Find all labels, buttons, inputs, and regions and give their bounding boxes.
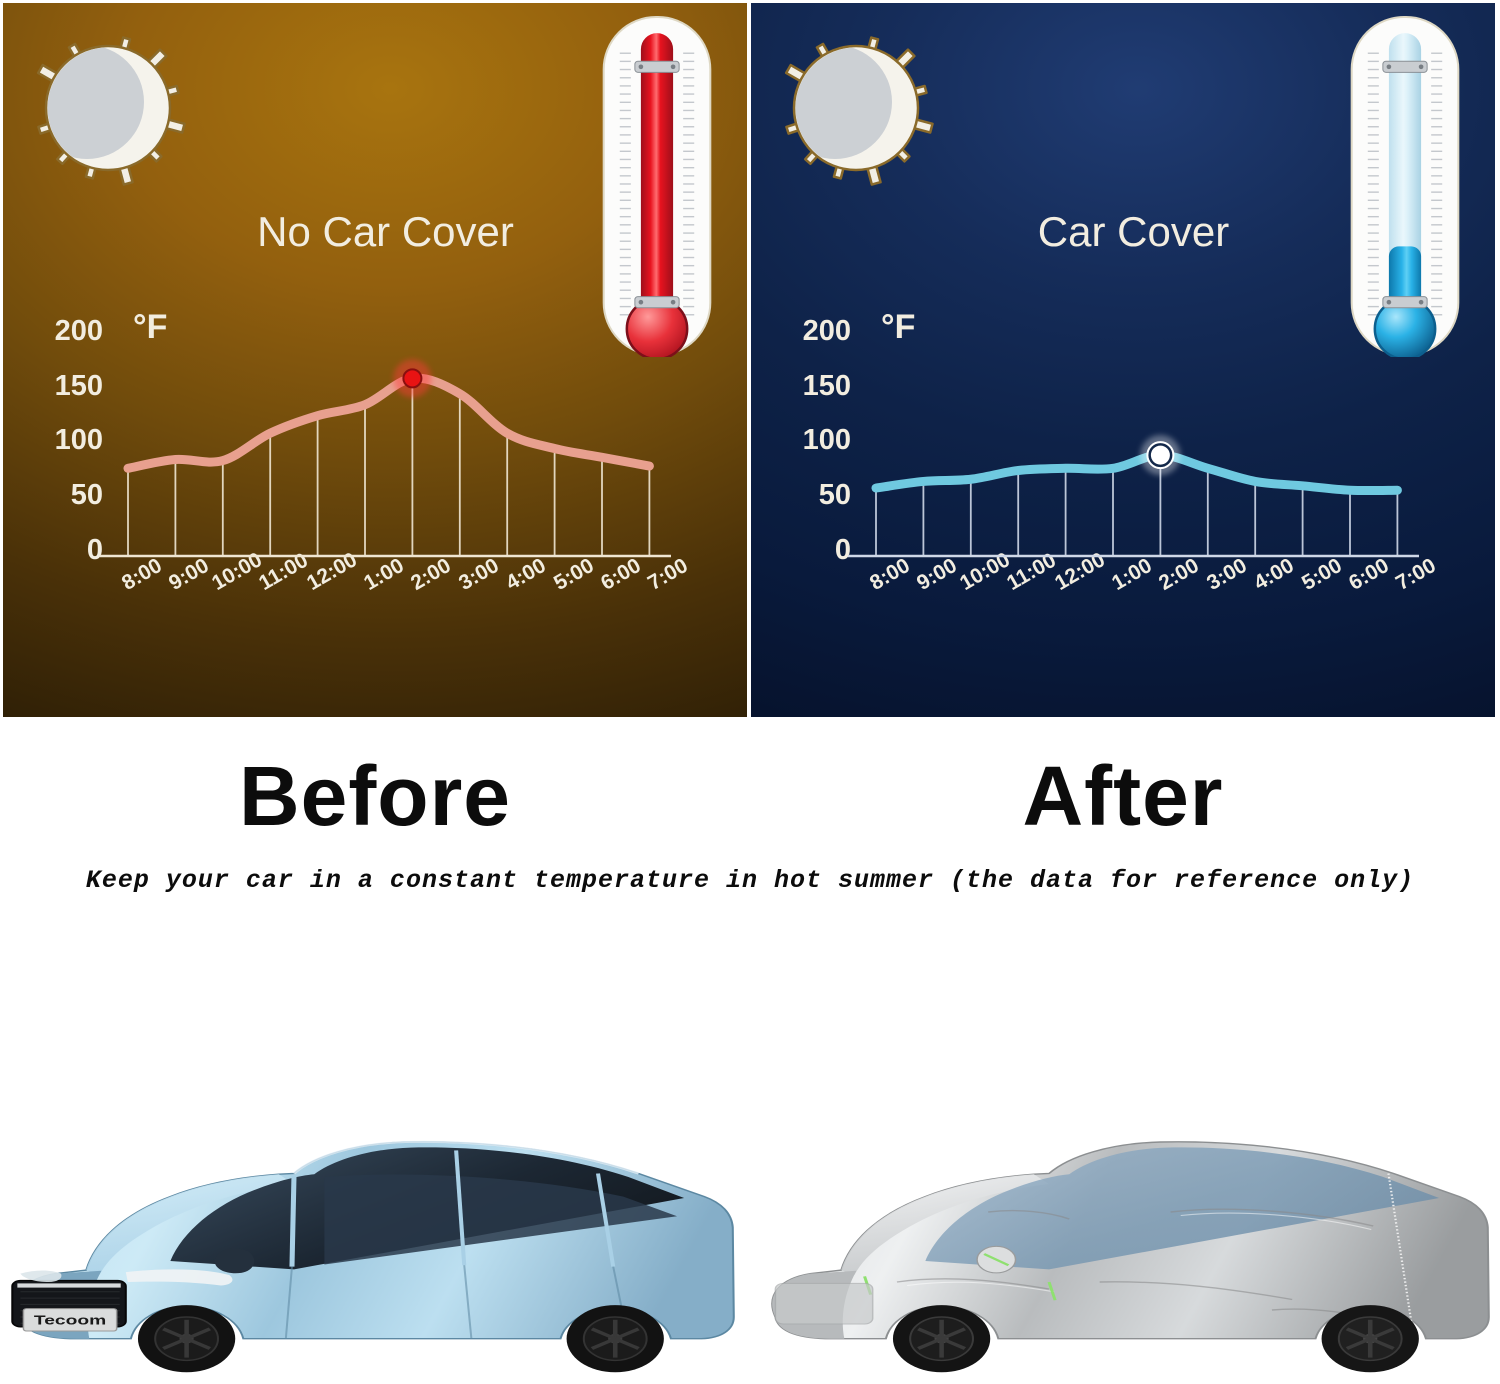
svg-text:Tecoom: Tecoom — [34, 1313, 106, 1328]
